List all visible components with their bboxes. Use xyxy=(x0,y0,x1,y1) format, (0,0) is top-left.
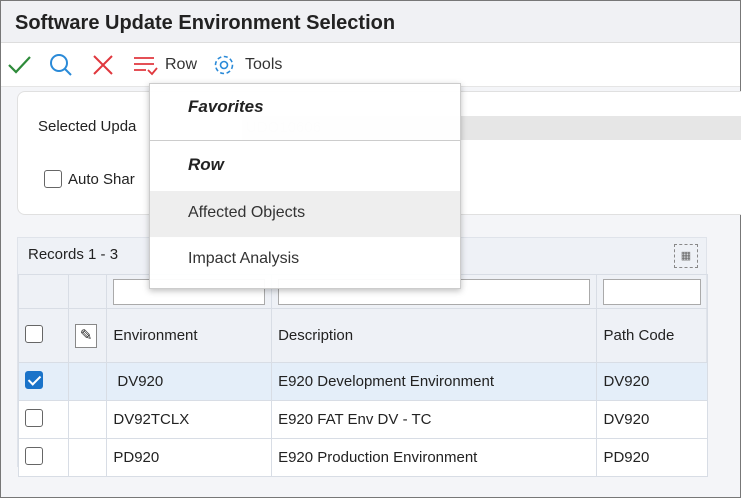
favorites-header: Favorites xyxy=(188,97,264,116)
check-icon xyxy=(8,55,31,74)
toolbar: Row Tools xyxy=(1,43,740,87)
content-area: Selected Upda UDO10606 Auto Shar Records… xyxy=(1,87,741,497)
menu-item-affected-objects[interactable]: Affected Objects xyxy=(150,191,460,237)
find-button[interactable] xyxy=(47,45,75,85)
row-checkbox[interactable] xyxy=(25,446,43,465)
table-row[interactable]: PD920 E920 Production Environment PD920 xyxy=(17,438,708,477)
description-cell: E920 FAT Env DV - TC xyxy=(271,400,598,439)
row-menu-label: Row xyxy=(165,55,198,73)
row-checkbox[interactable] xyxy=(25,370,43,389)
menu-divider xyxy=(150,140,460,141)
search-icon xyxy=(50,53,72,76)
header-row: ✎ Environment Description Path Code xyxy=(17,308,708,363)
menu-item-impact-analysis[interactable]: Impact Analysis xyxy=(188,250,300,267)
column-header-description[interactable]: Description xyxy=(271,308,598,363)
path-code-cell: DV920 xyxy=(596,400,708,439)
select-all-checkbox[interactable] xyxy=(25,324,43,343)
tools-menu-label: Tools xyxy=(245,55,283,73)
row-header: Row xyxy=(188,155,224,174)
table-row[interactable]: DV920 E920 Development Environment DV920 xyxy=(17,362,708,401)
environment-cell: DV92TCLX xyxy=(106,400,273,439)
column-header-path-code[interactable]: Path Code xyxy=(596,308,708,363)
row-menu-button[interactable]: Row xyxy=(131,45,197,85)
tools-menu-button[interactable]: Tools xyxy=(211,45,282,85)
selected-update-label: Selected Upda xyxy=(38,118,137,135)
checkbox[interactable] xyxy=(44,170,62,188)
environment-grid: Records 1 - 3 ▦ ✎ Environment Descriptio… xyxy=(17,237,708,477)
records-count: Records 1 - 3 xyxy=(28,246,119,263)
row-menu-icon xyxy=(134,56,158,75)
expand-grid-icon[interactable]: ▦ xyxy=(674,244,698,268)
row-dropdown-menu: Favorites Row Affected Objects Impact An… xyxy=(149,83,461,289)
gear-icon xyxy=(214,55,234,74)
path-code-cell: DV920 xyxy=(596,362,708,401)
table-row[interactable]: DV92TCLX E920 FAT Env DV - TC DV920 xyxy=(17,400,708,439)
environment-cell: PD920 xyxy=(106,438,273,477)
auto-share-checkbox[interactable]: Auto Shar xyxy=(44,170,135,188)
auto-share-label: Auto Shar xyxy=(68,170,135,188)
environment-cell: DV920 xyxy=(106,362,273,401)
close-icon xyxy=(93,54,113,75)
path-code-filter-input[interactable] xyxy=(603,278,701,305)
attachment-icon[interactable]: ✎ xyxy=(75,323,98,348)
column-header-environment[interactable]: Environment xyxy=(106,308,273,363)
window-title: Software Update Environment Selection xyxy=(1,1,740,43)
description-cell: E920 Development Environment xyxy=(271,362,598,401)
ok-button[interactable] xyxy=(5,45,33,85)
description-cell: E920 Production Environment xyxy=(271,438,598,477)
path-code-cell: PD920 xyxy=(596,438,708,477)
row-checkbox[interactable] xyxy=(25,408,43,427)
cancel-button[interactable] xyxy=(89,45,117,85)
